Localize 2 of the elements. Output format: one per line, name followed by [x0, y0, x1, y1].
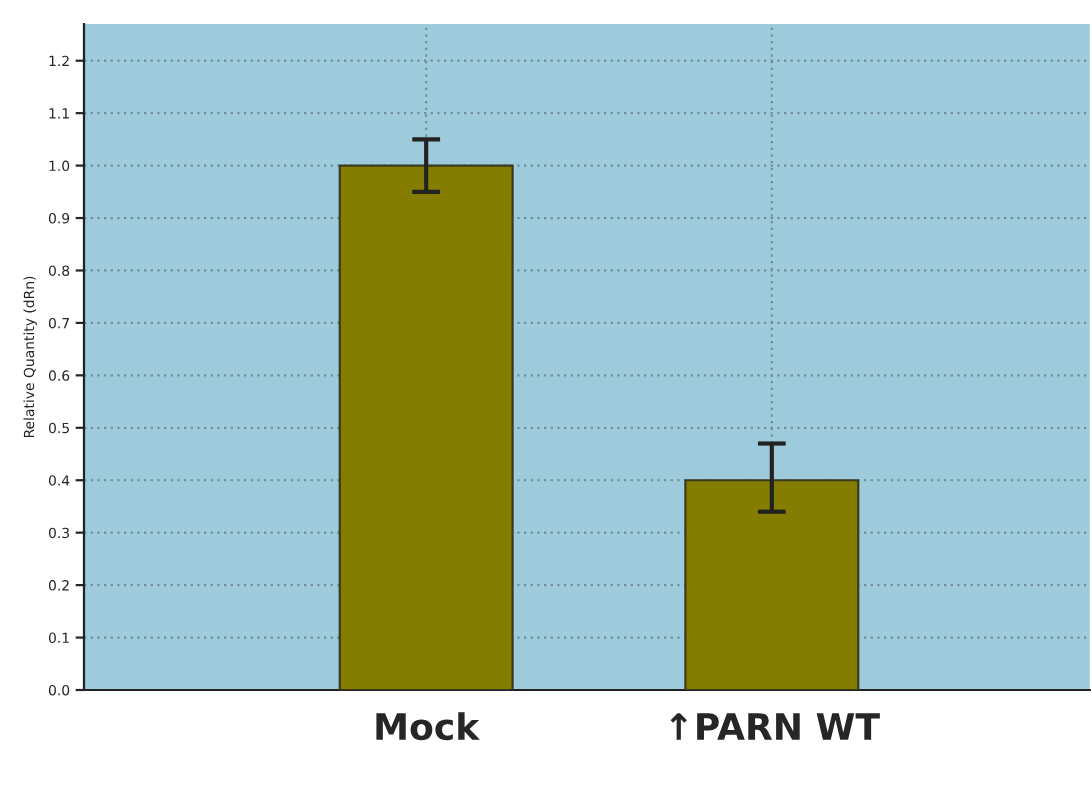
x-tick-label: Mock [376, 712, 480, 741]
x-tick-label: ↑PARN WT [670, 713, 880, 740]
